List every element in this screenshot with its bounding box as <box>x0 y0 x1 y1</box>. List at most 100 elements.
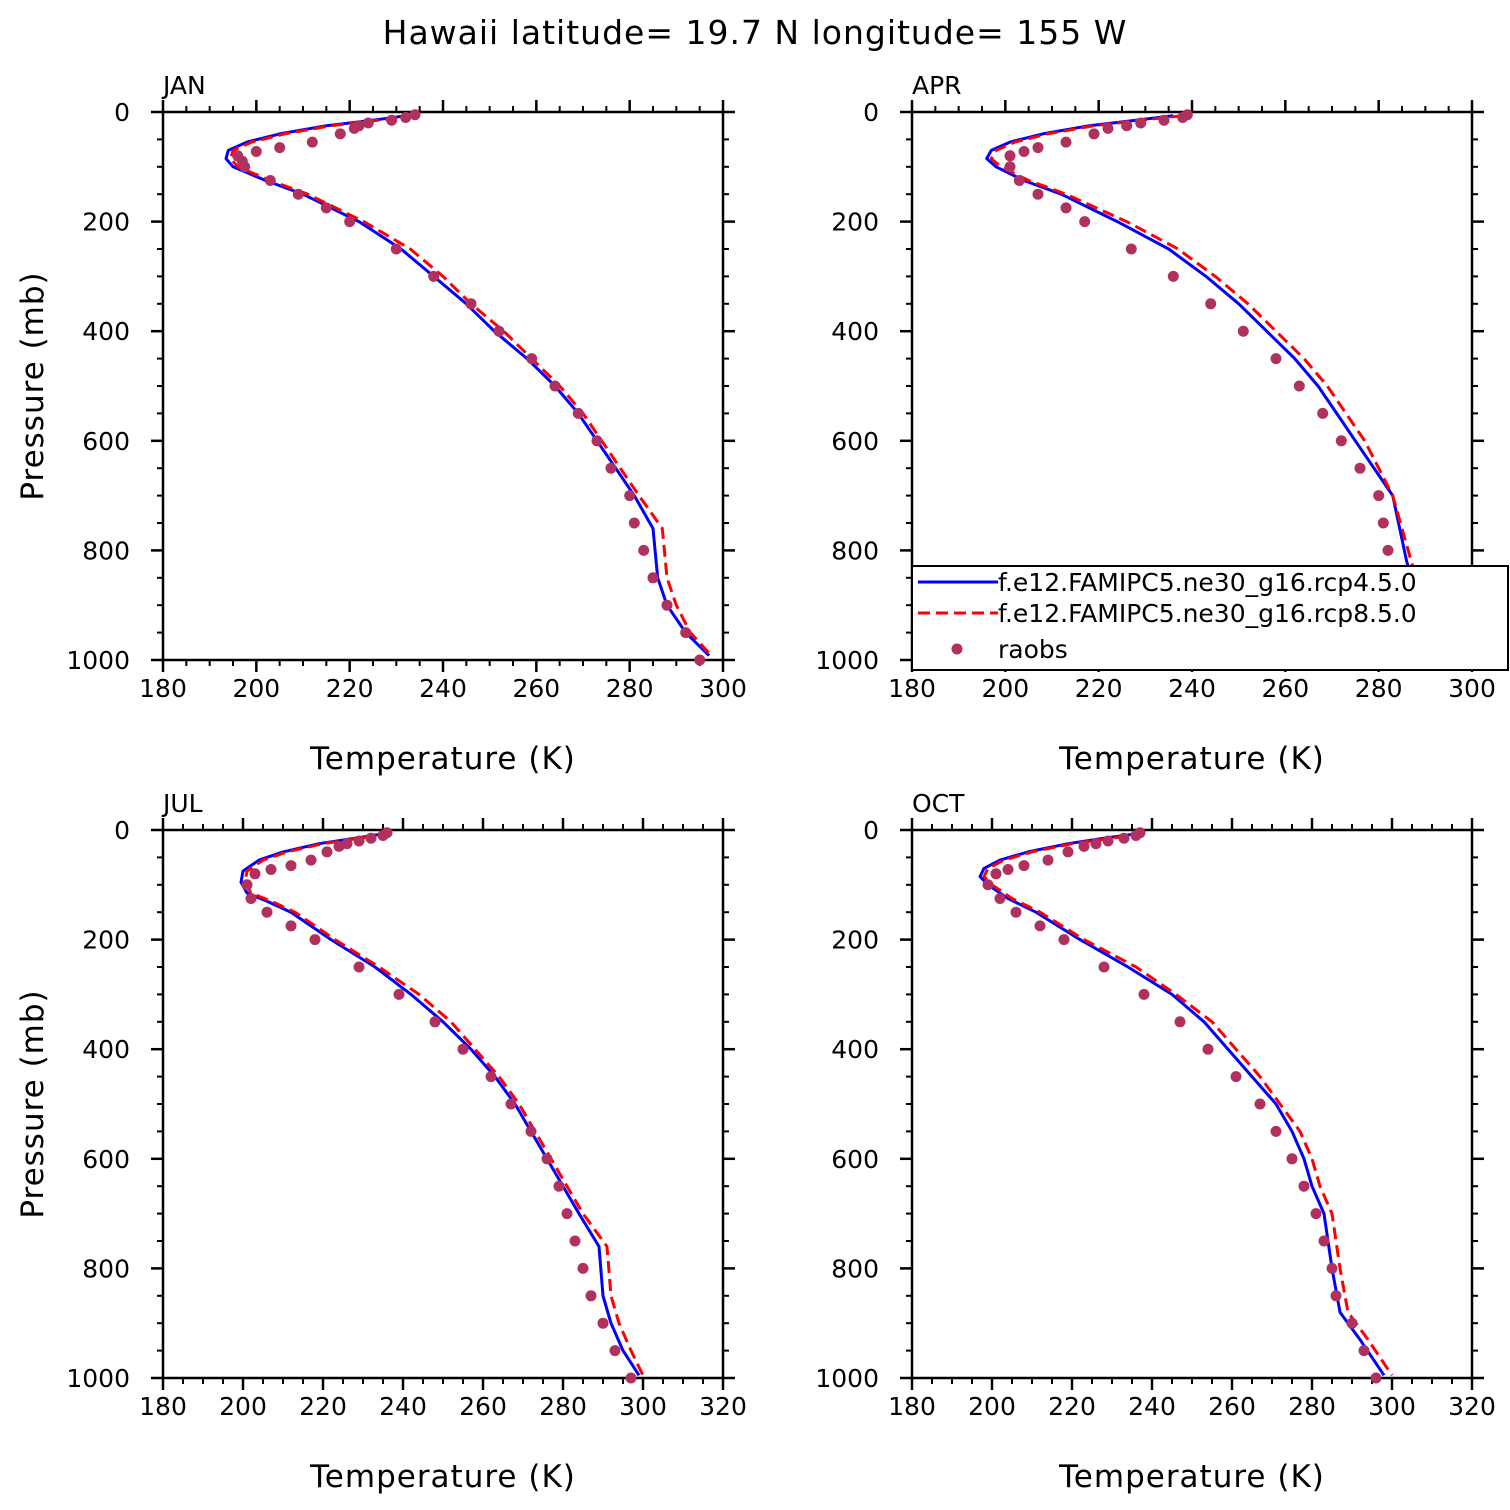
raobs-point <box>505 1098 517 1110</box>
raobs-point <box>245 893 257 904</box>
series-line-rcp45 <box>239 832 641 1377</box>
raobs-point <box>1002 864 1014 875</box>
raobs-point <box>321 846 333 858</box>
raobs-point <box>1088 128 1100 140</box>
x-tick-label: 260 <box>1261 674 1309 703</box>
x-tick-label: 300 <box>619 1392 667 1421</box>
x-tick-label: 300 <box>699 674 747 703</box>
raobs-point <box>1130 830 1142 841</box>
x-axis-label: Temperature (K) <box>1058 1459 1325 1495</box>
raobs-point <box>1237 325 1249 337</box>
raobs-point <box>605 462 617 474</box>
x-tick-label: 300 <box>1448 674 1496 703</box>
raobs-point <box>549 380 561 392</box>
raobs-point <box>1310 1208 1322 1220</box>
x-tick-label: 280 <box>606 674 654 703</box>
raobs-point <box>1125 243 1137 255</box>
y-axis-label: Pressure (mb) <box>15 271 51 500</box>
raobs-point <box>1018 860 1030 872</box>
x-tick-label: 220 <box>299 1392 347 1421</box>
raobs-point <box>285 920 297 932</box>
raobs-point <box>1254 1098 1266 1110</box>
raobs-point <box>694 654 706 666</box>
raobs-point <box>1326 1262 1338 1274</box>
x-tick-label: 260 <box>459 1392 507 1421</box>
panel-oct: 180 200 220 240 260 280 300 320 0 200 400 600 800 100… <box>815 789 1495 1495</box>
raobs-point <box>265 864 277 875</box>
plot-frame <box>161 110 725 662</box>
x-tick-label: 260 <box>512 674 560 703</box>
x-tick-label: 220 <box>326 674 374 703</box>
raobs-point <box>1060 202 1072 214</box>
raobs-point <box>264 175 276 186</box>
raobs-point <box>344 216 356 228</box>
series-line-rcp85 <box>243 832 645 1376</box>
raobs-point <box>393 988 405 1000</box>
y-tick-label: 0 <box>863 816 879 845</box>
raobs-point <box>292 188 304 200</box>
raobs-point <box>1079 216 1091 228</box>
raobs-point <box>1346 1317 1358 1329</box>
raobs-point <box>1358 1345 1370 1357</box>
raobs-point <box>1270 1125 1282 1137</box>
x-tick-label: 240 <box>419 674 467 703</box>
raobs-point <box>1318 1235 1330 1247</box>
raobs-point <box>1377 517 1389 529</box>
y-tick-label: 0 <box>863 98 879 127</box>
raobs-point <box>994 893 1006 904</box>
raobs-point <box>628 517 640 529</box>
x-tick-label: 200 <box>981 674 1029 703</box>
raobs-point <box>982 879 994 891</box>
raobs-point <box>525 1125 537 1137</box>
series-line-rcp85 <box>982 832 1394 1377</box>
y-tick-label: 200 <box>82 926 130 955</box>
raobs-point <box>1032 188 1044 200</box>
raobs-point <box>1060 136 1072 148</box>
y-tick-label: 800 <box>831 536 879 565</box>
y-tick-label: 600 <box>82 1145 130 1174</box>
raobs-point <box>457 1043 469 1055</box>
raobs-point <box>1177 112 1189 123</box>
y-tick-label: 600 <box>831 1145 879 1174</box>
raobs-point <box>541 1153 553 1165</box>
raobs-point <box>429 1016 441 1028</box>
raobs-point <box>647 572 659 584</box>
raobs-point <box>1102 122 1114 134</box>
y-tick-label: 1000 <box>66 646 130 675</box>
raobs-point <box>1058 934 1070 946</box>
raobs-point <box>572 407 584 419</box>
plot-frame <box>161 828 725 1380</box>
raobs-point <box>1004 150 1016 162</box>
raobs-point <box>1098 961 1110 973</box>
raobs-point <box>241 879 253 891</box>
y-tick-label: 400 <box>831 1035 879 1064</box>
raobs-point <box>409 109 421 121</box>
raobs-point <box>334 128 346 140</box>
raobs-point <box>1286 1153 1298 1165</box>
x-tick-label: 200 <box>968 1392 1016 1421</box>
y-tick-label: 800 <box>82 536 130 565</box>
raobs-point <box>585 1290 597 1302</box>
plot-frame <box>910 828 1474 1380</box>
x-tick-label: 180 <box>888 674 936 703</box>
x-tick-label: 320 <box>699 1392 747 1421</box>
x-tick-label: 300 <box>1368 1392 1416 1421</box>
y-tick-label: 200 <box>831 926 879 955</box>
x-axis-label: Temperature (K) <box>1058 741 1325 777</box>
raobs-point <box>609 1345 621 1357</box>
raobs-point <box>990 868 1002 880</box>
raobs-point <box>1010 906 1022 918</box>
panel-title-jan: JAN <box>161 71 206 100</box>
raobs-point <box>333 840 345 852</box>
legend-box <box>911 565 1509 671</box>
raobs-point <box>569 1235 581 1247</box>
x-tick-label: 180 <box>139 1392 187 1421</box>
raobs-point <box>1121 120 1133 132</box>
raobs-point <box>1298 1180 1310 1192</box>
raobs-point <box>386 114 398 126</box>
raobs-point <box>1042 854 1054 866</box>
panel-title-apr: APR <box>912 71 962 100</box>
raobs-point <box>390 243 402 255</box>
raobs-point <box>365 832 377 844</box>
